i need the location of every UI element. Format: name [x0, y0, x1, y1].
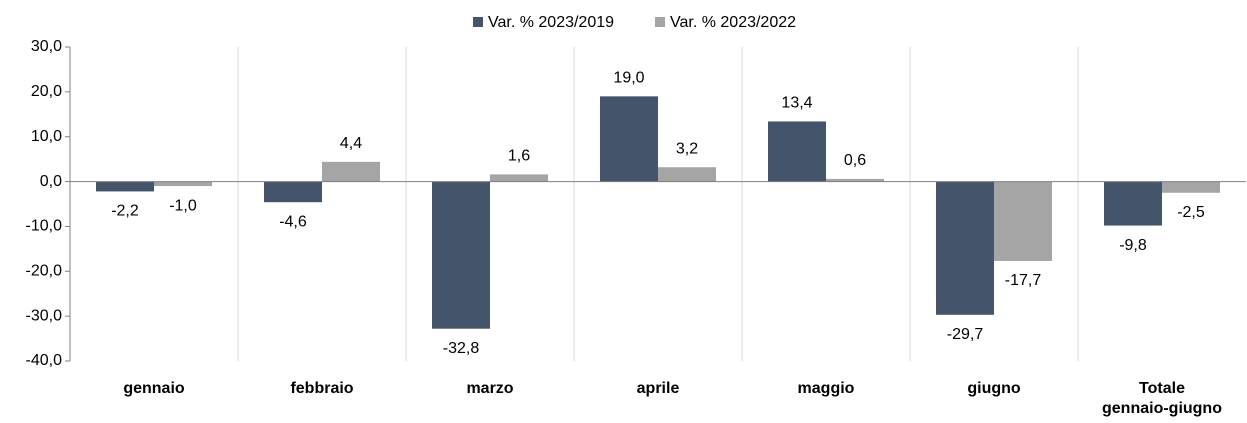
- x-tick-label-line: gennaio-giugno: [1102, 400, 1222, 417]
- bar: [154, 181, 212, 187]
- x-tick-label: aprile: [637, 380, 680, 397]
- bar: [600, 96, 658, 182]
- x-tick-label: giugno: [967, 380, 1021, 397]
- value-label: 1,6: [508, 148, 530, 165]
- x-tick-label: maggio: [798, 380, 855, 397]
- value-label: -2,5: [1177, 204, 1205, 221]
- bar: [826, 178, 884, 182]
- x-tick-label: gennaio: [123, 380, 185, 397]
- value-label: 13,4: [781, 95, 812, 112]
- value-label: -9,8: [1119, 237, 1147, 254]
- bar: [432, 181, 490, 329]
- legend-label: Var. % 2023/2022: [670, 14, 796, 31]
- value-label: 0,6: [844, 152, 866, 169]
- y-tick-label: 10,0: [31, 128, 62, 145]
- bar: [936, 181, 994, 315]
- value-label: 19,0: [613, 70, 644, 87]
- bar: [1104, 181, 1162, 226]
- y-tick-label: 20,0: [31, 83, 62, 100]
- y-tick-label: -30,0: [26, 307, 63, 324]
- y-tick-label: 30,0: [31, 38, 62, 55]
- bar: [994, 181, 1052, 261]
- x-tick-label-line: Totale: [1139, 380, 1185, 397]
- x-tick-label: febbraio: [290, 380, 353, 397]
- legend-swatch: [473, 17, 483, 27]
- value-label: -2,2: [111, 203, 139, 220]
- value-label: -29,7: [947, 326, 984, 343]
- bar: [322, 161, 380, 182]
- legend-label: Var. % 2023/2019: [488, 14, 614, 31]
- bar: [264, 181, 322, 203]
- y-tick-label: -10,0: [26, 218, 63, 235]
- value-label: -4,6: [279, 213, 307, 230]
- value-label: 4,4: [340, 135, 362, 152]
- x-tick-label: Totale gennaio-giugno: [1102, 380, 1222, 417]
- bar: [768, 121, 826, 182]
- value-label: -32,8: [443, 340, 480, 357]
- bar: [1162, 181, 1220, 193]
- value-label: 3,2: [676, 140, 698, 157]
- y-tick-label: -40,0: [26, 352, 63, 369]
- value-label: -1,0: [169, 197, 197, 214]
- bar: [658, 167, 716, 182]
- y-tick-label: -20,0: [26, 263, 63, 280]
- y-tick-label: 0,0: [40, 173, 62, 190]
- bar: [96, 181, 154, 192]
- x-tick-label: marzo: [466, 380, 513, 397]
- value-label: -17,7: [1005, 272, 1042, 289]
- legend-swatch: [655, 17, 665, 27]
- bar: [490, 174, 548, 182]
